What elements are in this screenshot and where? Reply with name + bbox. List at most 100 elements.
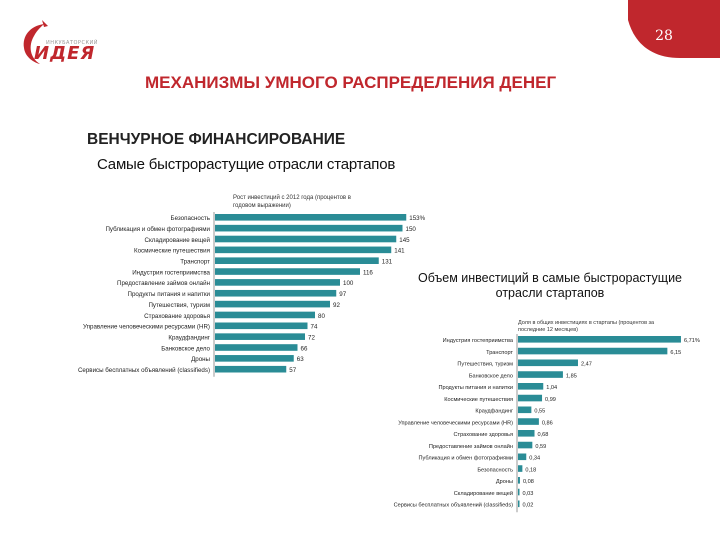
logo-title: ИДЕЯ	[34, 43, 96, 64]
chart2-category-label: Банковское дело	[469, 373, 513, 379]
chart2-bar	[518, 336, 681, 343]
chart2-category-label: Продукты питания и напитки	[438, 385, 513, 391]
chart1-bar	[215, 355, 294, 362]
chart1-bar	[215, 300, 330, 308]
page-number-badge	[628, 0, 720, 58]
chart2-value-label: 0,86	[542, 420, 553, 426]
chart1-bar	[215, 279, 340, 286]
chart1-value-label: 97	[339, 291, 346, 298]
chart2-category-label: Транспорт	[486, 350, 513, 356]
chart2-category-label: Дроны	[496, 479, 513, 485]
chart2-bar	[518, 347, 668, 355]
chart1-bar	[215, 365, 287, 373]
chart2-value-label: 0,99	[545, 397, 556, 403]
chart2-value-label: 0,59	[535, 444, 546, 450]
chart2-category-label: Предоставление займов онлайн	[429, 443, 513, 450]
chart2-value-label: 1,85	[566, 373, 577, 379]
chart2-value-label: 0,34	[529, 456, 540, 462]
chart1-category-label: Предоставление займов онлайн	[117, 280, 210, 287]
chart1-bar	[215, 268, 360, 275]
chart1-value-label: 80	[318, 313, 325, 320]
chart1-category-label: Краудфандинг	[168, 334, 210, 341]
chart2-bar	[518, 371, 563, 378]
chart2-title: Объем инвестиций в самые быстрорастущие …	[417, 271, 683, 300]
chart1-category-label: Публикация и обмен фотографиями	[105, 226, 210, 233]
section-title: ВЕНЧУРНОЕ ФИНАНСИРОВАНИЕ	[87, 131, 346, 148]
chart1-category-label: Продукты питания и напитки	[128, 291, 211, 298]
chart2-bar	[518, 359, 578, 367]
chart2-value-label: 6,15	[670, 350, 681, 356]
chart1-value-label: 150	[406, 226, 417, 233]
chart2-bar	[518, 488, 520, 496]
chart1-category-label: Банковское дело	[161, 345, 210, 352]
chart1-value-label: 57	[289, 367, 296, 374]
chart2-value-label: 0,18	[525, 467, 536, 473]
chart1-title: Самые быстрорастущие отрасли стартапов	[97, 156, 396, 173]
logo-star-icon	[42, 20, 48, 27]
chart1-value-label: 72	[308, 334, 315, 341]
chart1-note: Рост инвестиций с 2012 года (процентов в…	[233, 195, 351, 209]
page-number: 28	[655, 28, 673, 44]
chart2-bar	[518, 418, 539, 425]
chart2-bar	[518, 500, 520, 508]
chart1-category-label: Безопасность	[171, 215, 210, 222]
chart2-bar	[518, 406, 532, 414]
chart1-category-label: Транспорт	[180, 259, 210, 266]
chart1-value-label: 131	[382, 259, 393, 266]
chart1-category-label: Управление человеческими ресурсами (HR)	[83, 324, 210, 331]
chart1-category-label: Путешествия, туризм	[148, 302, 210, 309]
chart2-value-label: 6,71%	[684, 338, 700, 344]
chart2-category-label: Безопасность	[477, 467, 513, 473]
slide-title: МЕХАНИЗМЫ УМНОГО РАСПРЕДЕЛЕНИЯ ДЕНЕГ	[145, 73, 557, 92]
chart1-bar	[215, 246, 392, 254]
chart2-bar	[518, 430, 535, 437]
chart1-category-label: Индустрия гостеприимства	[132, 269, 210, 276]
chart2-category-label: Публикация и обмен фотографиями	[419, 456, 513, 462]
chart2-bar	[518, 394, 543, 402]
logo-subtitle: ИНКУБАТОРСКИЙ	[46, 40, 98, 46]
chart1-bar	[215, 289, 337, 297]
chart2-bar	[518, 477, 520, 484]
logo	[23, 20, 48, 64]
chart1-value-label: 153%	[409, 215, 425, 222]
chart2-value-label: 0,55	[534, 409, 545, 415]
chart1-bar	[215, 224, 403, 232]
chart2-bar	[518, 453, 527, 461]
chart2-category-label: Космические путешествия	[444, 397, 513, 403]
chart1-value-label: 145	[399, 237, 410, 244]
chart1-value-label: 141	[394, 248, 405, 255]
chart1-bar	[215, 214, 407, 221]
chart2-value-label: 0,68	[538, 432, 549, 438]
chart1-bar	[215, 322, 308, 330]
chart1-value-label: 100	[343, 280, 354, 287]
chart2-category-label: Управление человеческими ресурсами (HR)	[398, 420, 513, 426]
chart2-bar	[518, 383, 544, 390]
chart1-value-label: 63	[297, 356, 304, 363]
chart1-bar	[215, 344, 298, 351]
chart1-value-label: 66	[301, 345, 308, 352]
chart2-category-label: Сервисы бесплатных объявлений (classifie…	[394, 502, 514, 509]
chart2-value-label: 1,04	[546, 385, 557, 391]
chart2-category-label: Индустрия гостеприимства	[443, 338, 514, 344]
chart2-bar	[518, 441, 533, 449]
chart1-category-label: Дроны	[191, 356, 210, 363]
chart2-value-label: 2,47	[581, 362, 592, 368]
chart1-category-label: Космические путешествия	[134, 248, 210, 255]
chart1-bar	[215, 311, 315, 319]
chart1-bar	[215, 257, 379, 264]
chart1-value-label: 92	[333, 302, 340, 309]
chart1-value-label: 74	[311, 324, 318, 331]
chart1-bar	[215, 235, 397, 243]
chart2-category-label: Путешествия, туризм	[457, 362, 513, 368]
logo-swoosh-icon	[23, 24, 44, 64]
chart2-value-label: 0,08	[523, 479, 534, 485]
chart2-category-label: Краудфандинг	[475, 409, 513, 415]
chart1-bar	[215, 333, 305, 340]
chart2-category-label: Страхование здоровья	[453, 432, 513, 438]
chart1-category-label: Складирование вещей	[144, 237, 210, 244]
chart2-category-label: Складирование вещей	[454, 490, 513, 497]
chart2-value-label: 0,03	[523, 491, 534, 497]
chart2-value-label: 0,02	[523, 503, 534, 509]
